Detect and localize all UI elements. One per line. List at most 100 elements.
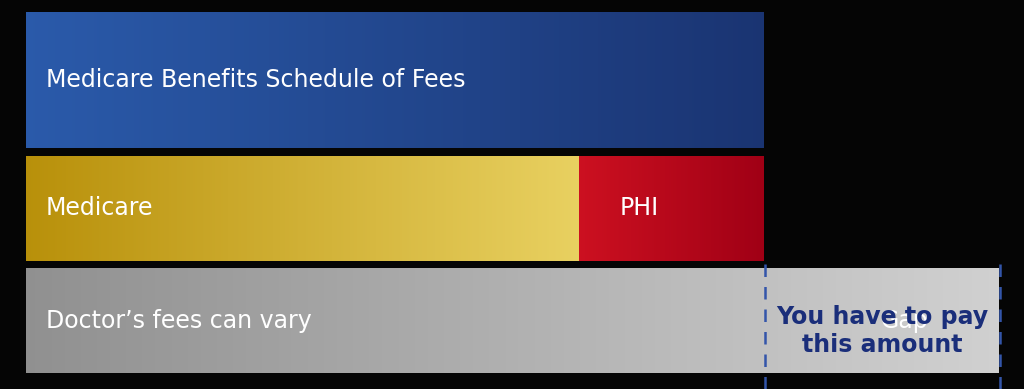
Bar [509,268,513,373]
Bar [681,156,682,261]
Bar [544,12,548,148]
Bar [510,156,513,261]
Bar [753,12,757,148]
Bar [362,268,367,373]
Bar [30,156,32,261]
Bar [682,12,685,148]
Bar [373,268,377,373]
Bar [88,156,91,261]
Bar [722,156,724,261]
Bar [865,268,869,373]
Bar [265,268,269,373]
Bar [730,156,731,261]
Bar [639,268,643,373]
Bar [676,156,678,261]
Bar [424,268,429,373]
Bar [280,156,283,261]
Bar [556,156,559,261]
Bar [145,268,150,373]
Bar [210,156,213,261]
Bar [151,156,154,261]
Bar [749,156,751,261]
Bar [567,156,570,261]
Bar [435,156,437,261]
Bar [742,156,744,261]
Bar [493,268,497,373]
Bar [682,156,683,261]
Bar [36,12,39,148]
Bar [898,268,902,373]
Bar [434,268,438,373]
Bar [60,156,63,261]
Bar [518,268,522,373]
Bar [486,268,490,373]
Bar [726,12,729,148]
Bar [823,268,827,373]
Bar [901,268,905,373]
Bar [667,156,668,261]
Bar [545,268,549,373]
Bar [658,156,660,261]
Bar [719,12,722,148]
Bar [856,268,860,373]
Bar [392,268,396,373]
Bar [640,156,642,261]
Bar [752,268,756,373]
Bar [212,156,215,261]
Bar [872,268,877,373]
Bar [48,12,51,148]
Bar [774,268,779,373]
Bar [444,156,446,261]
Bar [487,12,492,148]
Bar [629,156,630,261]
Bar [693,156,694,261]
Bar [114,12,118,148]
Bar [657,12,660,148]
Bar [421,12,425,148]
Bar [732,156,734,261]
Bar [103,268,108,373]
Bar [577,12,580,148]
Bar [713,268,717,373]
Bar [436,12,439,148]
Bar [362,156,366,261]
Bar [727,156,729,261]
Bar [200,12,204,148]
Bar [592,156,594,261]
Bar [608,156,609,261]
Bar [687,156,688,261]
Bar [636,156,638,261]
Bar [38,12,41,148]
Bar [413,156,416,261]
Bar [113,268,118,373]
Bar [338,12,341,148]
Bar [569,156,572,261]
Bar [518,156,520,261]
Bar [581,12,585,148]
Bar [512,156,515,261]
Bar [240,268,244,373]
Bar [367,268,371,373]
Bar [155,156,158,261]
Bar [240,12,243,148]
Bar [540,12,543,148]
Bar [111,156,114,261]
Bar [126,12,130,148]
Bar [623,268,627,373]
Bar [665,156,667,261]
Bar [635,156,637,261]
Bar [294,12,297,148]
Bar [956,268,961,373]
Bar [233,268,238,373]
Bar [427,156,430,261]
Bar [80,12,83,148]
Bar [876,268,880,373]
Bar [725,156,726,261]
Bar [561,12,565,148]
Bar [311,156,314,261]
Bar [459,156,462,261]
Bar [762,156,764,261]
Bar [141,156,144,261]
Bar [129,12,132,148]
Bar [625,156,627,261]
